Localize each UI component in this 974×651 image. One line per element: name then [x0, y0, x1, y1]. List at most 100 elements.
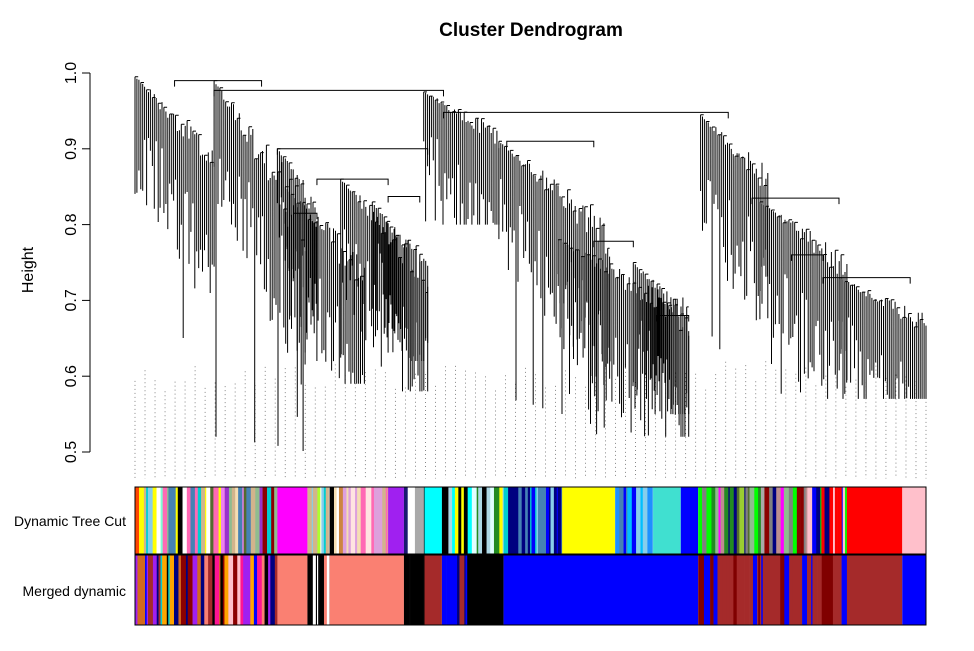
branch-4 — [284, 186, 365, 384]
merge-line — [213, 89, 444, 97]
module-color-stripe — [201, 487, 206, 554]
module-color-stripe — [336, 487, 340, 554]
module-color-stripe — [478, 487, 483, 554]
module-color-stripe — [772, 487, 777, 554]
module-color-stripe — [642, 487, 645, 554]
module-color-stripe — [259, 487, 263, 554]
module-color-stripe — [471, 487, 477, 554]
module-color-stripe — [552, 487, 555, 554]
module-color-stripe — [321, 487, 325, 554]
module-color-stripe — [527, 487, 531, 554]
module-color-stripe — [323, 555, 328, 625]
module-color-block — [653, 487, 681, 554]
module-color-stripe — [531, 487, 534, 554]
module-color-stripe — [145, 555, 148, 625]
module-color-stripe — [147, 555, 154, 625]
module-color-stripe — [220, 555, 224, 625]
module-color-stripe — [482, 487, 487, 554]
module-color-stripe — [156, 555, 159, 625]
module-color-stripe — [739, 487, 745, 554]
module-color-stripe — [758, 487, 762, 554]
color-bar-border — [134, 554, 927, 626]
module-color-stripe — [652, 487, 654, 554]
module-color-stripe — [213, 487, 217, 554]
module-color-stripe — [625, 487, 628, 554]
module-color-stripe — [834, 487, 838, 554]
module-color-stripe — [185, 555, 189, 625]
module-color-stripe — [542, 487, 547, 554]
branch-12 — [759, 201, 848, 399]
module-color-block — [329, 555, 404, 625]
module-color-stripe — [631, 487, 637, 554]
module-color-block — [503, 555, 699, 625]
module-color-stripe — [169, 555, 175, 625]
module-color-stripe — [644, 487, 648, 554]
module-color-stripe — [172, 487, 176, 554]
module-color-stripe — [732, 555, 734, 625]
module-color-stripe — [821, 487, 825, 554]
module-color-stripe — [414, 487, 420, 554]
module-color-stripe — [274, 555, 278, 625]
module-color-stripe — [711, 487, 716, 554]
module-color-stripe — [329, 487, 332, 554]
module-color-stripe — [312, 487, 318, 554]
module-color-stripe — [490, 487, 495, 554]
module-color-stripe — [836, 555, 842, 625]
module-color-stripe — [496, 487, 500, 554]
merge-line — [593, 240, 634, 248]
module-color-stripe — [135, 555, 138, 625]
module-color-stripe — [760, 487, 765, 554]
module-color-stripe — [640, 487, 644, 554]
module-color-stripe — [619, 487, 624, 554]
module-color-stripe — [441, 555, 446, 625]
module-color-stripe — [561, 487, 563, 554]
branch-1 — [134, 76, 215, 338]
module-color-stripe — [359, 487, 362, 554]
module-color-stripe — [410, 555, 416, 625]
branch-10 — [632, 262, 690, 415]
merge-line — [822, 277, 911, 284]
module-color-stripe — [502, 487, 504, 554]
module-color-stripe — [220, 487, 226, 554]
module-color-stripe — [452, 487, 456, 554]
module-color-stripe — [146, 555, 149, 625]
module-color-stripe — [615, 487, 620, 554]
module-color-stripe — [508, 487, 512, 554]
module-color-stripe — [369, 487, 372, 554]
module-color-block — [902, 487, 926, 554]
module-color-stripe — [536, 487, 539, 554]
module-color-stripe — [780, 555, 785, 625]
module-color-stripe — [328, 487, 330, 554]
y-tick-label: 0.6 — [63, 365, 80, 387]
module-color-stripe — [545, 487, 550, 554]
module-color-stripe — [237, 555, 241, 625]
merge-line — [751, 197, 840, 205]
module-color-stripe — [724, 487, 729, 554]
module-color-stripe — [647, 487, 649, 554]
module-color-stripe — [274, 487, 278, 554]
module-color-stripe — [441, 487, 447, 554]
module-color-stripe — [187, 555, 193, 625]
module-color-stripe — [224, 555, 229, 625]
module-color-stripe — [729, 555, 733, 625]
module-color-stripe — [318, 555, 320, 625]
module-color-stripe — [805, 487, 808, 554]
module-color-stripe — [736, 555, 741, 625]
module-color-stripe — [228, 555, 234, 625]
module-color-stripe — [454, 487, 459, 554]
module-color-stripe — [761, 555, 764, 625]
module-color-stripe — [706, 555, 711, 625]
module-color-stripe — [371, 487, 375, 554]
module-color-stripe — [820, 487, 822, 554]
module-color-stripe — [182, 487, 188, 554]
module-color-stripe — [243, 555, 246, 625]
module-color-stripe — [832, 555, 838, 625]
module-color-stripe — [243, 487, 247, 554]
module-color-stripe — [722, 555, 728, 625]
module-color-stripe — [535, 487, 537, 554]
module-color-stripe — [224, 487, 230, 554]
module-color-stripe — [307, 487, 313, 554]
module-color-stripe — [841, 487, 844, 554]
module-color-stripe — [312, 555, 317, 625]
module-color-stripe — [417, 555, 420, 625]
